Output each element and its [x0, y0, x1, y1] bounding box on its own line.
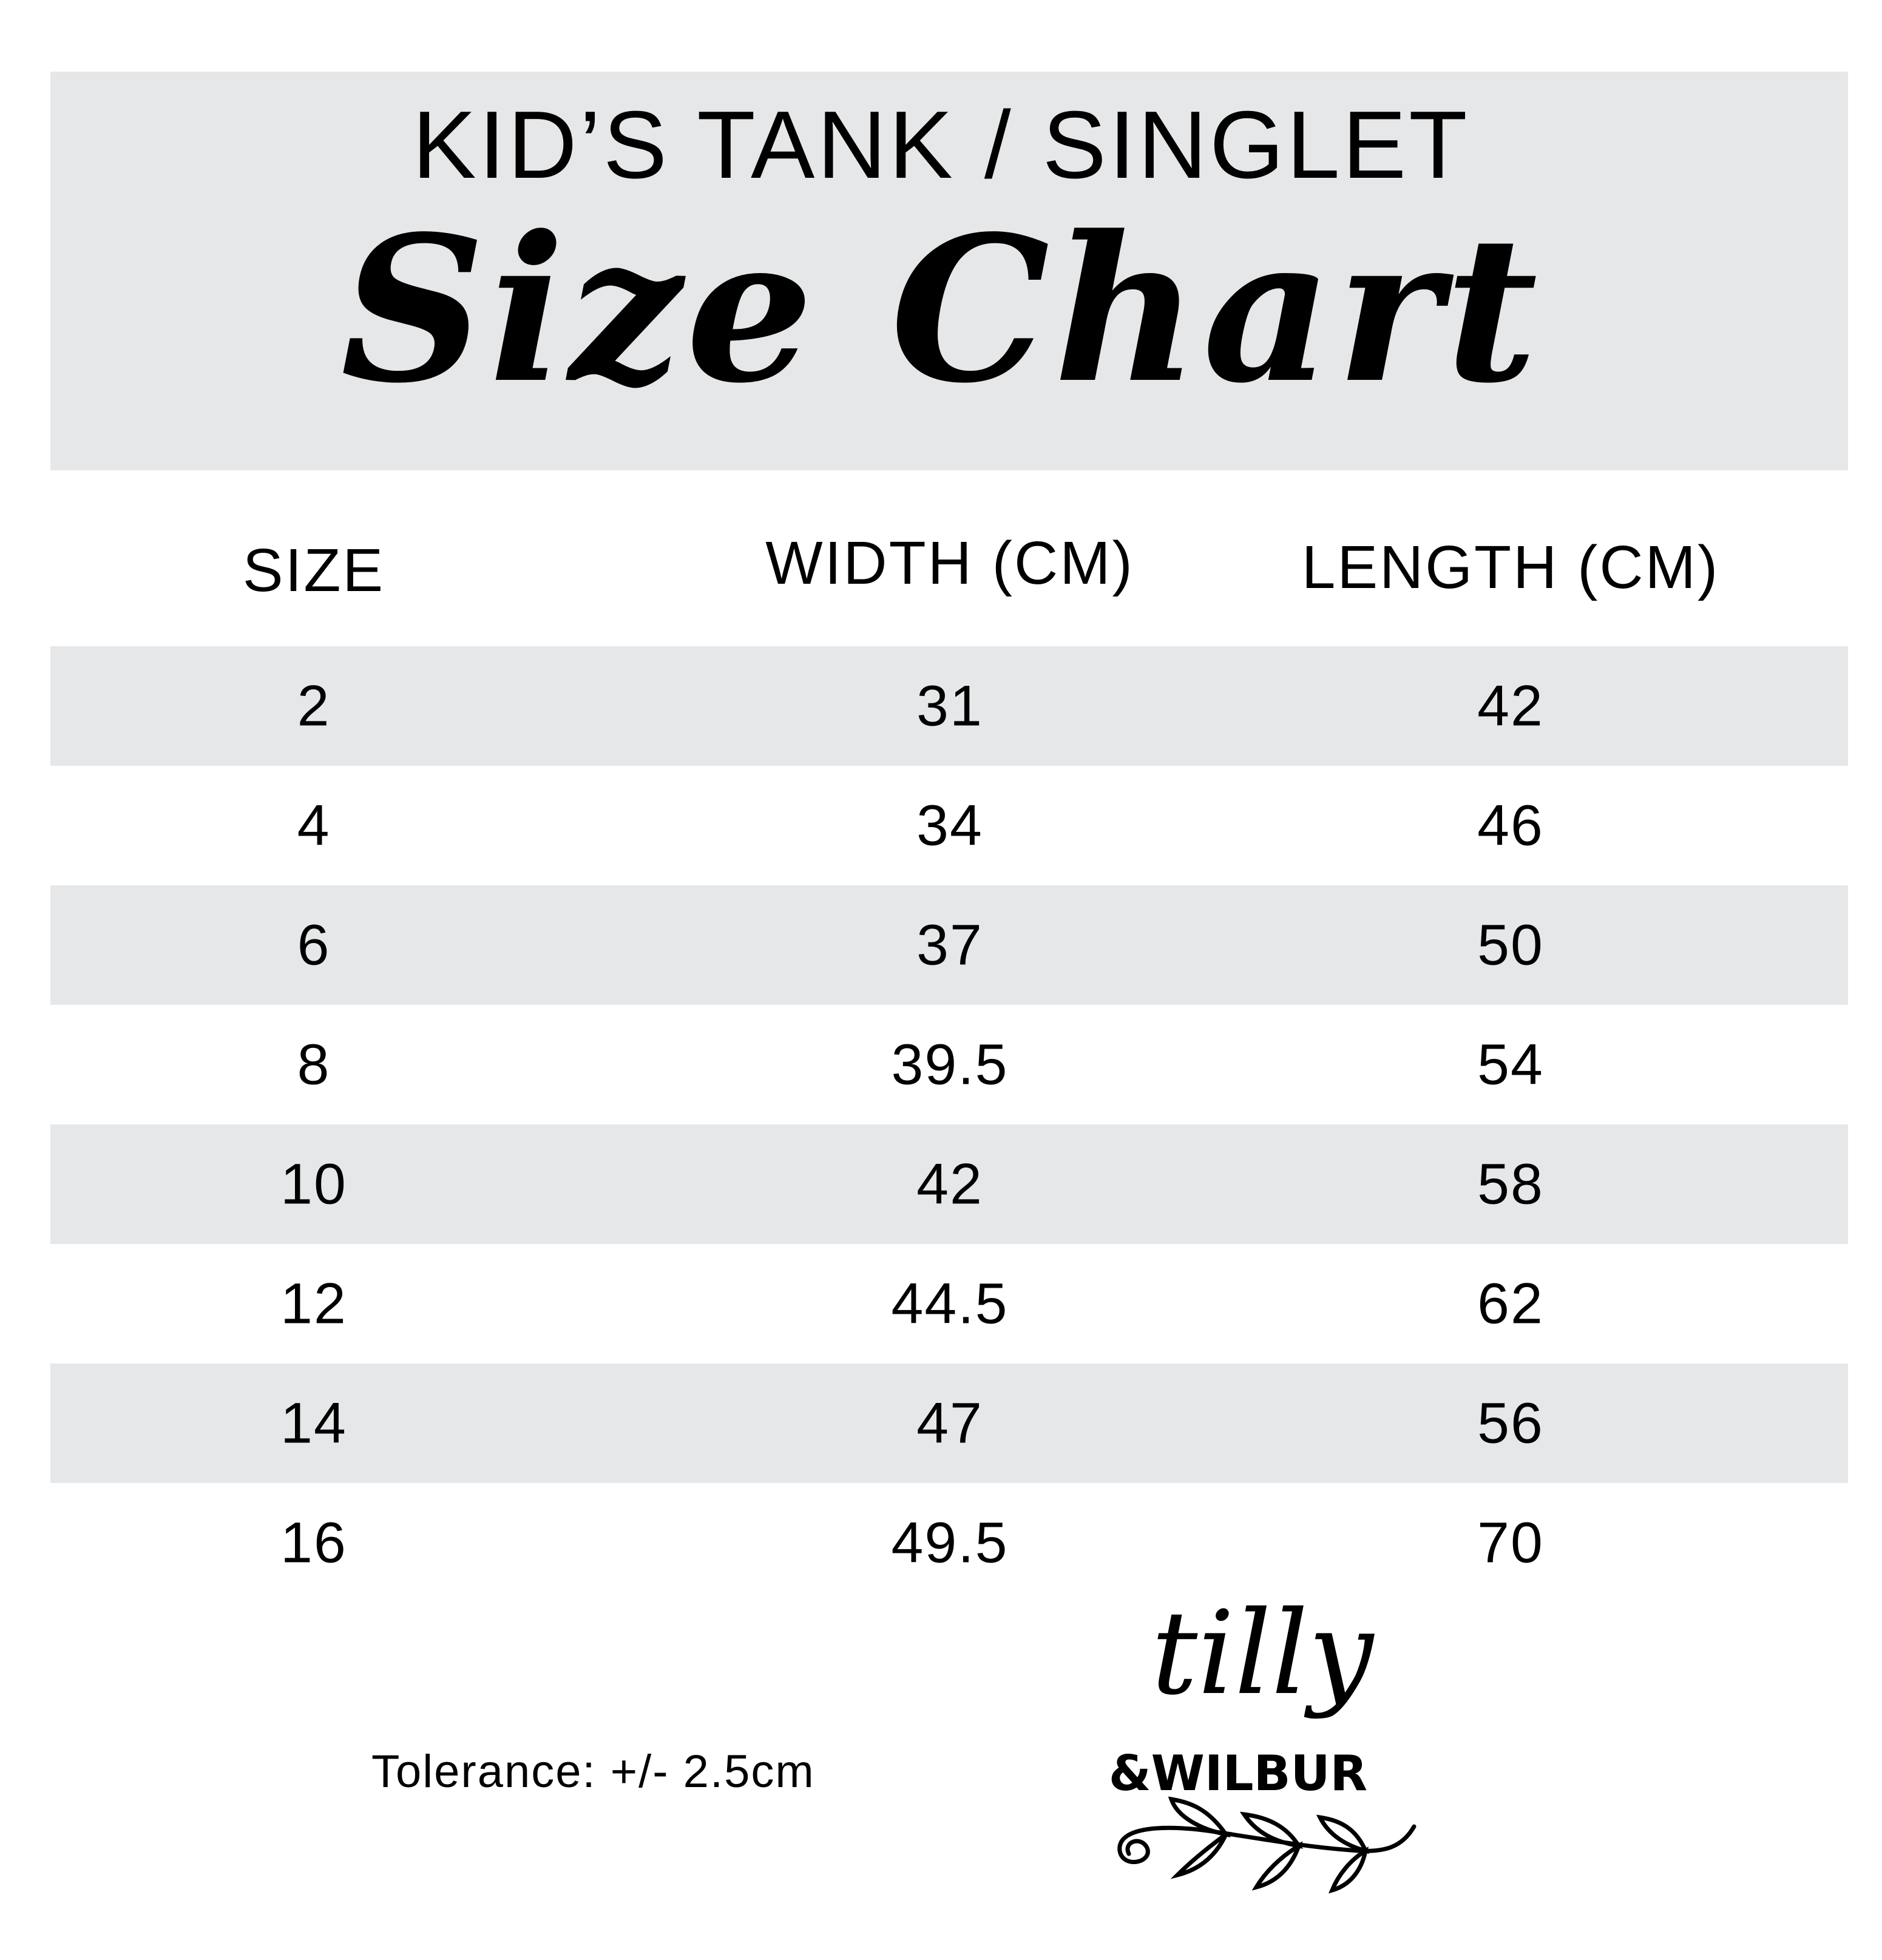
leaf-vine-icon — [1117, 1796, 1417, 1894]
table-row: 4 34 46 — [50, 766, 1848, 885]
width-cell: 44.5 — [891, 1271, 1009, 1336]
table-row: 2 31 42 — [50, 646, 1848, 766]
size-cell: 10 — [280, 1152, 347, 1216]
table-row: 16 49.5 70 — [50, 1483, 1848, 1603]
width-cell: 47 — [916, 1391, 983, 1455]
width-cell: 39.5 — [891, 1032, 1009, 1097]
length-cell: 42 — [1477, 674, 1544, 738]
logo-wordmark-tilly: tilly — [1151, 1590, 1375, 1720]
width-cell: 42 — [916, 1152, 983, 1216]
table-row: 10 42 58 — [50, 1124, 1848, 1244]
width-cell: 31 — [916, 674, 983, 738]
length-cell: 54 — [1477, 1032, 1544, 1097]
header-banner — [50, 72, 1848, 470]
length-cell: 70 — [1477, 1510, 1544, 1575]
size-cell: 14 — [280, 1391, 347, 1455]
size-cell: 6 — [297, 913, 331, 977]
column-header-size: SIZE — [242, 536, 385, 604]
length-cell: 58 — [1477, 1152, 1544, 1216]
length-cell: 50 — [1477, 913, 1544, 977]
tolerance-note: Tolerance: +/- 2.5cm — [371, 1746, 815, 1797]
width-cell: 34 — [916, 793, 983, 857]
subtitle: KID’S TANK / SINGLET — [412, 92, 1470, 198]
table-row: 8 39.5 54 — [50, 1005, 1848, 1124]
length-cell: 56 — [1477, 1391, 1544, 1455]
table-row: 12 44.5 62 — [50, 1244, 1848, 1364]
size-cell: 4 — [297, 793, 331, 857]
column-header-width: WIDTH (CM) — [765, 529, 1134, 597]
size-cell: 2 — [297, 674, 331, 738]
logo-wordmark-wilbur: &WILBUR — [1111, 1745, 1367, 1802]
size-cell: 8 — [297, 1032, 331, 1097]
width-cell: 49.5 — [891, 1510, 1009, 1575]
table-row: 6 37 50 — [50, 885, 1848, 1005]
page-title: Size Chart — [340, 192, 1542, 427]
size-cell: 12 — [280, 1271, 347, 1336]
table-row: 14 47 56 — [50, 1364, 1848, 1483]
brand-logo: tilly &WILBUR — [1111, 1590, 1417, 1894]
column-header-length: LENGTH (CM) — [1301, 533, 1720, 601]
size-cell: 16 — [280, 1510, 347, 1575]
length-cell: 46 — [1477, 793, 1544, 857]
width-cell: 37 — [916, 913, 983, 977]
length-cell: 62 — [1477, 1271, 1544, 1336]
